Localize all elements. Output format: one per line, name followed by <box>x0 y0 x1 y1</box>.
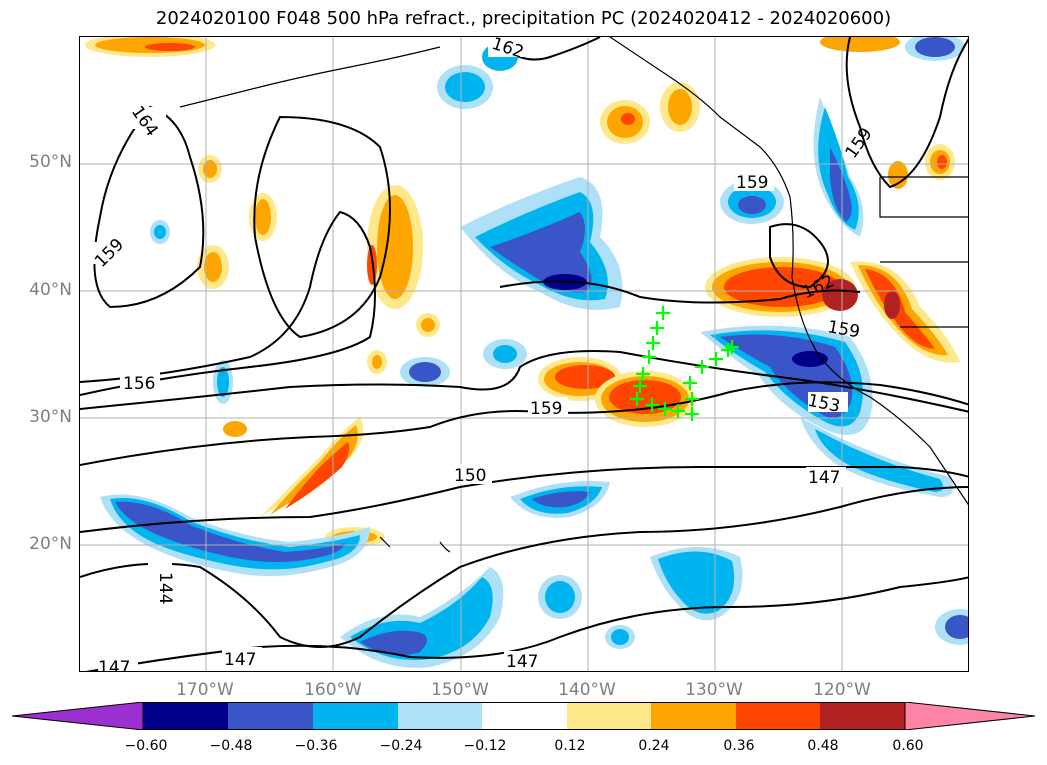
colorbar-min-arrow <box>12 702 144 730</box>
colorbar-tick-pos024: 0.24 <box>638 738 670 754</box>
green-cross-marker <box>725 340 739 354</box>
contour-label-159-center: 159 <box>530 399 562 419</box>
colorbar-bin-neg060 <box>143 702 228 730</box>
contour-label-159-ne: 159 <box>736 173 768 193</box>
contour-label-144: 144 <box>155 572 175 604</box>
colorbar-bin-pos024 <box>651 702 736 730</box>
colorbar-max-arrow <box>904 702 1036 730</box>
colorbar-bin-neutral <box>482 702 567 730</box>
green-cross-marker <box>709 352 723 366</box>
lat-label-50n: 50°N <box>29 152 72 172</box>
colorbar-bin-neg024 <box>398 702 482 730</box>
colorbar-tick-neg048: −0.48 <box>209 738 253 754</box>
green-cross-marker <box>630 392 644 406</box>
green-cross-marker <box>646 336 660 350</box>
green-cross-marker <box>642 350 656 364</box>
colorbar-tick-pos036: 0.36 <box>723 738 755 754</box>
map-panel: 162 164 159 156 159 150 147 144 147 147 … <box>79 36 969 672</box>
contour-labels: 162 164 159 156 159 150 147 144 147 147 … <box>91 37 877 672</box>
green-cross-marker <box>650 321 664 335</box>
lon-label-150w: 150°W <box>431 680 489 700</box>
colorbar-tick-pos012: 0.12 <box>554 738 586 754</box>
lon-label-140w: 140°W <box>558 680 616 700</box>
colorbar-bin-pos036 <box>736 702 820 730</box>
colorbar-tick-neg036: −0.36 <box>294 738 338 754</box>
contour-label-147-south: 147 <box>506 652 538 672</box>
colorbar-bin-pos048 <box>820 702 905 730</box>
lat-label-40n: 40°N <box>29 280 72 300</box>
green-cross-marker <box>685 392 699 406</box>
colorbar-bin-pos012 <box>567 702 651 730</box>
lon-label-130w: 130°W <box>685 680 743 700</box>
green-cross-marker <box>695 360 709 374</box>
green-cross-markers <box>630 306 739 421</box>
lon-label-170w: 170°W <box>176 680 234 700</box>
green-cross-marker <box>671 404 685 418</box>
colorbar-tick-neg060: −0.60 <box>124 738 168 754</box>
colorbar-tick-pos060: 0.60 <box>892 738 924 754</box>
colorbar-tick-pos048: 0.48 <box>807 738 839 754</box>
contour-label-147-east: 147 <box>808 468 840 488</box>
green-cross-marker <box>633 379 647 393</box>
green-cross-marker <box>656 306 670 320</box>
green-cross-marker <box>636 367 650 381</box>
green-cross-marker <box>683 376 697 390</box>
lat-label-30n: 30°N <box>29 407 72 427</box>
lat-label-20n: 20°N <box>29 534 72 554</box>
green-cross-marker <box>685 407 699 421</box>
colorbar-tick-neg012: −0.12 <box>463 738 507 754</box>
lon-label-160w: 160°W <box>304 680 362 700</box>
contour-label-147-sw: 147 <box>224 650 256 670</box>
colorbar <box>12 702 1036 730</box>
map-canvas: 162 164 159 156 159 150 147 144 147 147 … <box>80 37 968 672</box>
lon-label-120w: 120°W <box>813 680 871 700</box>
precip-fill-layer <box>85 37 968 668</box>
contour-label-147-corner: 147 <box>98 658 130 672</box>
colorbar-bin-neg048 <box>228 702 313 730</box>
green-cross-marker <box>658 402 672 416</box>
colorbar-tick-neg024: −0.24 <box>379 738 423 754</box>
coastlines <box>179 37 968 553</box>
contour-label-150: 150 <box>454 466 486 486</box>
green-cross-marker <box>645 398 659 412</box>
contour-label-156: 156 <box>123 374 155 394</box>
colorbar-bin-neg036 <box>313 702 398 730</box>
contour-label-159-far-ne: 159 <box>842 124 877 162</box>
map-title: 2024020100 F048 500 hPa refract., precip… <box>155 8 892 29</box>
